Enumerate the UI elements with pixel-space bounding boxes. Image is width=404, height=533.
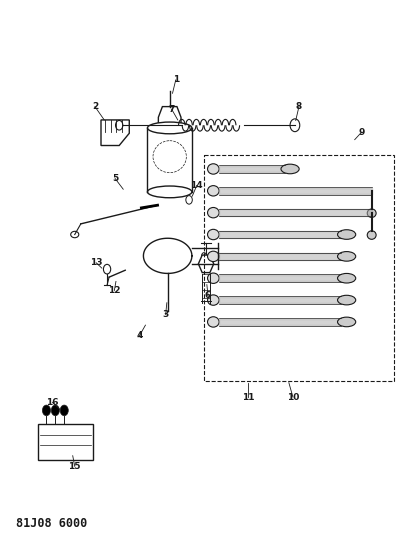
Ellipse shape <box>147 122 192 134</box>
Ellipse shape <box>208 185 219 196</box>
Polygon shape <box>198 255 214 272</box>
Ellipse shape <box>338 273 356 283</box>
Text: 8: 8 <box>296 102 302 111</box>
Ellipse shape <box>367 231 376 239</box>
Ellipse shape <box>208 207 219 218</box>
Text: 14: 14 <box>190 181 203 190</box>
Ellipse shape <box>367 209 376 217</box>
Text: 6: 6 <box>205 292 211 300</box>
Text: 4: 4 <box>136 332 143 340</box>
Text: 5: 5 <box>112 174 118 183</box>
Text: 9: 9 <box>358 128 365 136</box>
Text: 7: 7 <box>168 105 175 114</box>
Text: 1: 1 <box>173 76 179 84</box>
Ellipse shape <box>208 317 219 327</box>
Text: 11: 11 <box>242 393 255 401</box>
Text: 10: 10 <box>287 393 299 401</box>
Text: 16: 16 <box>46 398 59 407</box>
Ellipse shape <box>338 295 356 305</box>
Text: 15: 15 <box>69 462 81 471</box>
Text: 81J08 6000: 81J08 6000 <box>16 517 87 530</box>
Ellipse shape <box>71 231 79 238</box>
Circle shape <box>60 405 68 416</box>
Ellipse shape <box>208 251 219 262</box>
Bar <box>38 424 93 460</box>
Circle shape <box>103 264 111 274</box>
Circle shape <box>186 196 192 204</box>
Ellipse shape <box>208 295 219 305</box>
Circle shape <box>290 119 300 132</box>
Circle shape <box>116 120 123 130</box>
Polygon shape <box>101 120 129 146</box>
Ellipse shape <box>208 273 219 284</box>
Ellipse shape <box>338 230 356 239</box>
Ellipse shape <box>208 164 219 174</box>
Text: 12: 12 <box>108 286 120 295</box>
Ellipse shape <box>147 186 192 198</box>
Text: 3: 3 <box>162 310 169 319</box>
Bar <box>204 155 394 381</box>
Ellipse shape <box>281 164 299 174</box>
Ellipse shape <box>338 317 356 327</box>
Circle shape <box>202 253 206 259</box>
Ellipse shape <box>208 229 219 240</box>
Circle shape <box>42 405 50 416</box>
Text: 2: 2 <box>92 102 98 111</box>
Polygon shape <box>158 107 181 128</box>
Circle shape <box>51 405 59 416</box>
Ellipse shape <box>338 252 356 261</box>
Text: 13: 13 <box>90 259 102 267</box>
